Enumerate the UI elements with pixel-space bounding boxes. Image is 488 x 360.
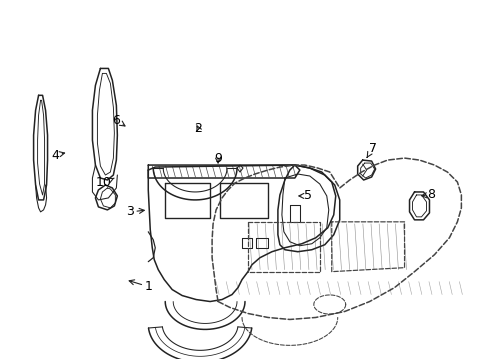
Text: 7: 7 — [366, 141, 376, 158]
Text: 9: 9 — [214, 152, 222, 165]
Text: 4: 4 — [52, 149, 64, 162]
Text: 6: 6 — [112, 114, 125, 127]
Text: 8: 8 — [421, 188, 435, 202]
Text: 1: 1 — [129, 280, 152, 293]
Text: 2: 2 — [194, 122, 202, 135]
Text: 3: 3 — [126, 205, 144, 219]
Text: 10: 10 — [95, 176, 114, 189]
Text: 5: 5 — [298, 189, 311, 202]
